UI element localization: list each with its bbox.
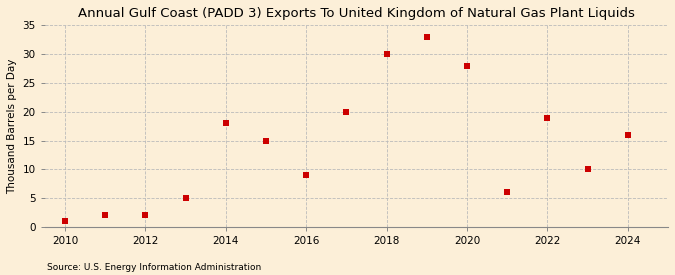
Point (542, 115, 553, 120)
Point (301, 173, 312, 177)
Y-axis label: Thousand Barrels per Day: Thousand Barrels per Day (7, 59, 17, 194)
Point (502, 190, 512, 195)
Point (421, 35, 432, 39)
Point (59, 219, 70, 224)
Point (583, 167, 593, 172)
Text: Source: U.S. Energy Information Administration: Source: U.S. Energy Information Administ… (47, 263, 261, 272)
Point (462, 64, 472, 68)
Point (180, 196, 191, 200)
Point (341, 109, 352, 114)
Point (381, 52, 392, 56)
Point (622, 133, 633, 137)
Title: Annual Gulf Coast (PADD 3) Exports To United Kingdom of Natural Gas Plant Liquid: Annual Gulf Coast (PADD 3) Exports To Un… (78, 7, 635, 20)
Point (261, 138, 271, 143)
Point (220, 121, 231, 125)
Point (100, 213, 111, 218)
Point (140, 213, 151, 218)
